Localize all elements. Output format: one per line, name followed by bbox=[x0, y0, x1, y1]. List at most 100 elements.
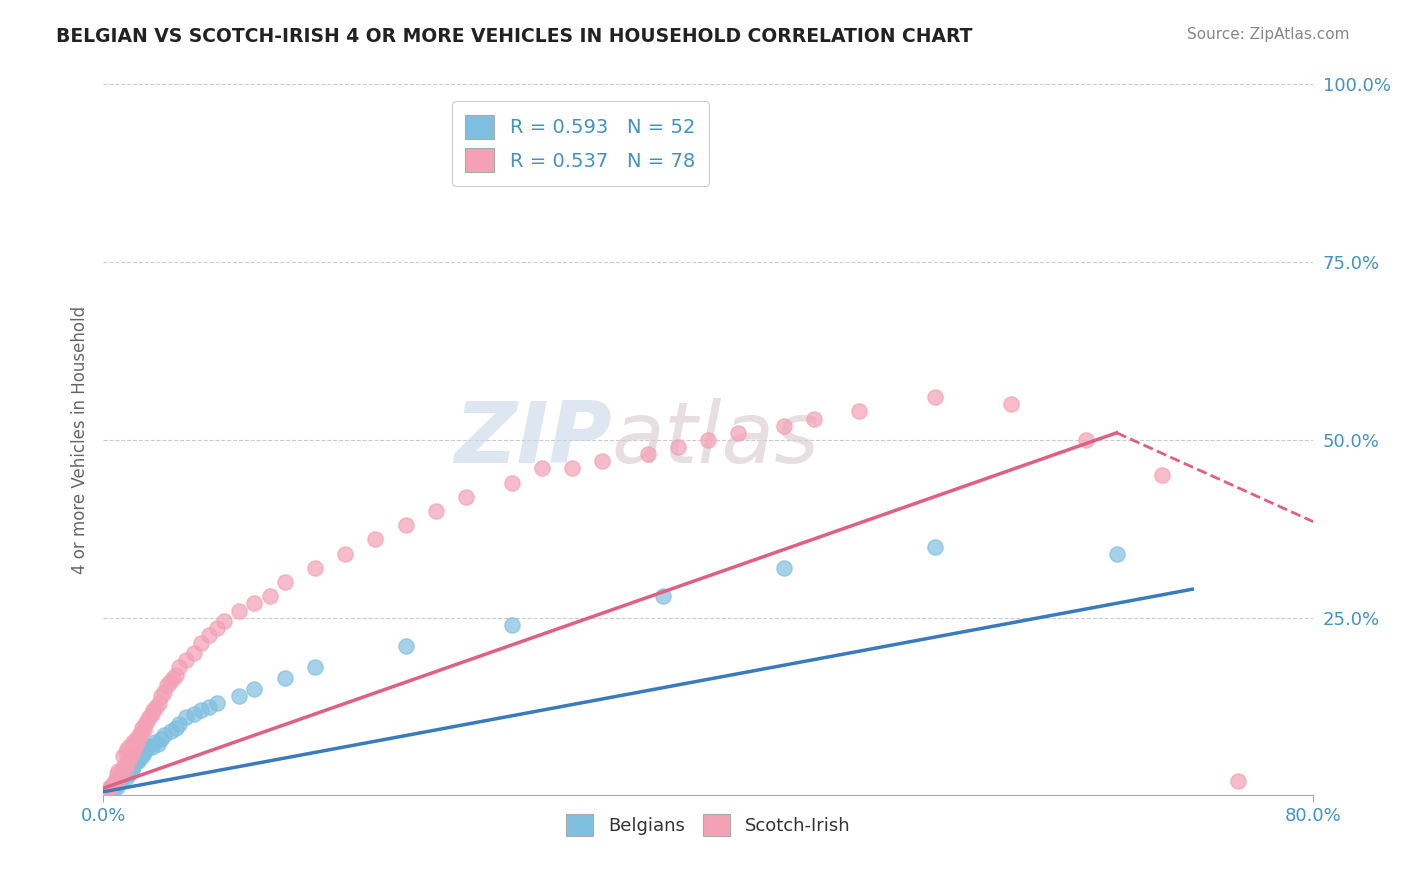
Point bbox=[132, 723, 155, 737]
Point bbox=[131, 721, 153, 735]
Point bbox=[228, 689, 250, 703]
Point bbox=[727, 425, 749, 440]
Point bbox=[205, 696, 228, 710]
Point bbox=[228, 603, 250, 617]
Point bbox=[114, 771, 136, 785]
Text: Source: ZipAtlas.com: Source: ZipAtlas.com bbox=[1187, 27, 1350, 42]
Point bbox=[131, 749, 153, 764]
Point bbox=[425, 504, 447, 518]
Point bbox=[273, 671, 295, 685]
Point bbox=[456, 490, 478, 504]
Point bbox=[190, 703, 212, 717]
Point bbox=[143, 735, 166, 749]
Point bbox=[146, 737, 169, 751]
Point bbox=[1150, 468, 1173, 483]
Point bbox=[165, 667, 187, 681]
Point bbox=[103, 778, 125, 792]
Point bbox=[122, 735, 145, 749]
Point bbox=[111, 761, 134, 775]
Point bbox=[148, 696, 170, 710]
Point bbox=[141, 706, 163, 721]
Point bbox=[125, 737, 148, 751]
Point bbox=[772, 561, 794, 575]
Point bbox=[127, 754, 149, 768]
Point bbox=[848, 404, 870, 418]
Point bbox=[122, 744, 145, 758]
Point bbox=[107, 775, 129, 789]
Point bbox=[107, 774, 129, 789]
Point bbox=[803, 411, 825, 425]
Point bbox=[112, 758, 135, 772]
Point bbox=[110, 765, 132, 780]
Point bbox=[117, 742, 139, 756]
Point bbox=[183, 706, 205, 721]
Point bbox=[111, 749, 134, 764]
Point bbox=[561, 461, 583, 475]
Point bbox=[105, 780, 128, 794]
Point bbox=[165, 721, 187, 735]
Point bbox=[1226, 774, 1249, 789]
Point bbox=[129, 726, 152, 740]
Point bbox=[149, 731, 172, 746]
Point bbox=[108, 768, 131, 782]
Point bbox=[114, 764, 136, 778]
Point bbox=[120, 749, 142, 764]
Point bbox=[152, 685, 174, 699]
Point bbox=[117, 756, 139, 771]
Point bbox=[364, 533, 387, 547]
Point bbox=[120, 760, 142, 774]
Point bbox=[924, 390, 946, 404]
Point bbox=[124, 756, 146, 771]
Point bbox=[304, 660, 326, 674]
Point bbox=[142, 703, 165, 717]
Point bbox=[395, 518, 418, 533]
Point bbox=[530, 461, 553, 475]
Y-axis label: 4 or more Vehicles in Household: 4 or more Vehicles in Household bbox=[72, 306, 89, 574]
Point bbox=[104, 779, 127, 793]
Point bbox=[273, 575, 295, 590]
Point bbox=[591, 454, 613, 468]
Point bbox=[107, 771, 129, 785]
Point bbox=[141, 740, 163, 755]
Point bbox=[162, 671, 184, 685]
Point bbox=[160, 724, 183, 739]
Point bbox=[122, 754, 145, 768]
Point bbox=[114, 761, 136, 775]
Point bbox=[120, 739, 142, 753]
Point bbox=[120, 761, 142, 775]
Point bbox=[259, 590, 281, 604]
Point bbox=[145, 699, 167, 714]
Point bbox=[134, 717, 156, 731]
Point bbox=[104, 774, 127, 789]
Point bbox=[198, 628, 221, 642]
Point bbox=[1105, 547, 1128, 561]
Point bbox=[138, 710, 160, 724]
Point bbox=[100, 780, 122, 794]
Point bbox=[183, 646, 205, 660]
Point bbox=[117, 765, 139, 780]
Point bbox=[125, 753, 148, 767]
Point bbox=[110, 772, 132, 787]
Point bbox=[125, 731, 148, 746]
Point bbox=[1000, 397, 1022, 411]
Point bbox=[167, 717, 190, 731]
Point bbox=[637, 447, 659, 461]
Point bbox=[134, 742, 156, 756]
Point bbox=[132, 746, 155, 760]
Point bbox=[190, 635, 212, 649]
Point bbox=[118, 753, 141, 767]
Point bbox=[243, 597, 266, 611]
Point bbox=[121, 747, 143, 761]
Text: atlas: atlas bbox=[612, 399, 820, 482]
Point bbox=[501, 617, 523, 632]
Point bbox=[1076, 433, 1098, 447]
Point bbox=[697, 433, 720, 447]
Point bbox=[111, 767, 134, 781]
Point bbox=[100, 781, 122, 796]
Point bbox=[205, 621, 228, 635]
Point bbox=[167, 660, 190, 674]
Point bbox=[152, 728, 174, 742]
Point bbox=[772, 418, 794, 433]
Point bbox=[138, 739, 160, 753]
Point bbox=[212, 614, 235, 628]
